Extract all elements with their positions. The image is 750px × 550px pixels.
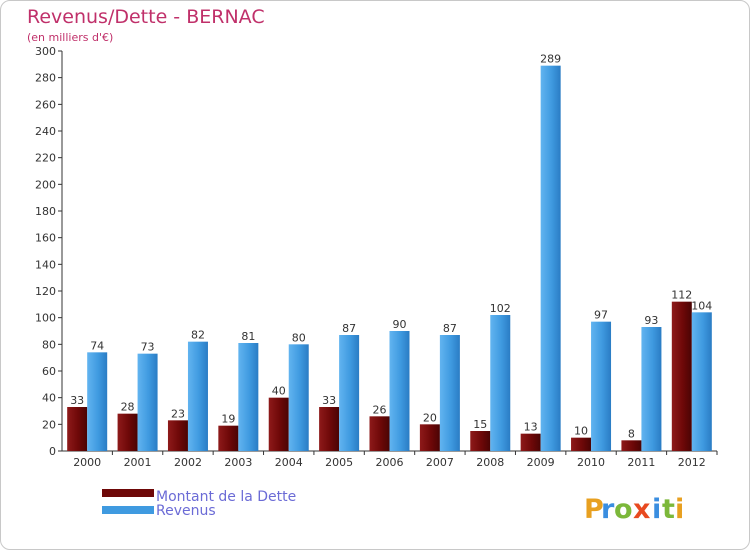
y-tick-label: 180 [35, 205, 56, 218]
data-label-dette: 23 [171, 407, 185, 420]
y-tick-label: 40 [42, 392, 56, 405]
bar-dette [419, 424, 440, 451]
data-label-revenus: 93 [644, 314, 658, 327]
data-label-dette: 19 [221, 413, 235, 426]
y-tick-label: 300 [35, 45, 56, 58]
bar-revenus [137, 353, 158, 451]
bar-revenus [591, 321, 612, 451]
data-label-dette: 20 [423, 411, 437, 424]
y-tick-label: 120 [35, 285, 56, 298]
data-label-dette: 10 [574, 425, 588, 438]
data-label-dette: 26 [373, 403, 387, 416]
legend-swatch-debt [102, 489, 154, 497]
data-label-dette: 15 [473, 418, 487, 431]
bar-revenus [439, 335, 460, 451]
y-tick-label: 140 [35, 258, 56, 271]
svg-text:i: i [652, 494, 661, 525]
x-tick-label: 2005 [325, 456, 353, 469]
data-label-dette: 8 [628, 427, 635, 440]
bar-dette [571, 437, 592, 451]
x-tick-label: 2010 [577, 456, 605, 469]
plot-area: 0204060801001201401601802002202402602803… [35, 45, 718, 469]
y-tick-label: 0 [49, 445, 56, 458]
y-tick-label: 80 [42, 338, 56, 351]
proxiti-logo: P r o x i t i [584, 494, 684, 525]
bar-revenus [288, 344, 309, 451]
bar-dette [67, 407, 88, 451]
bar-dette [520, 433, 541, 451]
y-tick-label: 60 [42, 365, 56, 378]
svg-text:P: P [584, 494, 604, 525]
data-label-revenus: 90 [393, 318, 407, 331]
bar-revenus [339, 335, 360, 451]
data-label-revenus: 81 [241, 330, 255, 343]
legend: Montant de la Dette Revenus [102, 489, 296, 519]
svg-text:x: x [633, 494, 650, 525]
bar-dette [621, 440, 642, 451]
data-label-revenus: 87 [443, 322, 457, 335]
bar-revenus [691, 312, 712, 451]
y-tick-label: 20 [42, 418, 56, 431]
x-tick-label: 2008 [476, 456, 504, 469]
x-tick-label: 2002 [174, 456, 202, 469]
svg-text:i: i [675, 494, 684, 525]
bar-dette [470, 431, 491, 451]
bar-revenus [238, 343, 259, 451]
data-label-revenus: 87 [342, 322, 356, 335]
legend-swatch-revenus [102, 506, 154, 514]
data-label-revenus: 73 [141, 341, 155, 354]
bar-dette [117, 413, 138, 451]
bar-revenus [540, 65, 561, 452]
bar-revenus [641, 327, 662, 451]
bar-revenus [187, 341, 208, 451]
chart-subtitle: (en milliers d'€) [27, 31, 113, 44]
x-tick-label: 2000 [73, 456, 101, 469]
x-tick-label: 2001 [124, 456, 152, 469]
bar-revenus [389, 331, 410, 451]
x-tick-label: 2007 [426, 456, 454, 469]
x-tick-label: 2004 [275, 456, 303, 469]
bar-dette [268, 397, 289, 451]
data-label-revenus: 82 [191, 329, 205, 342]
svg-text:r: r [601, 494, 615, 525]
bar-dette [167, 420, 188, 451]
x-tick-label: 2012 [678, 456, 706, 469]
x-tick-label: 2006 [376, 456, 404, 469]
data-label-dette: 28 [121, 401, 135, 414]
y-tick-label: 240 [35, 125, 56, 138]
y-tick-label: 220 [35, 152, 56, 165]
data-label-revenus: 104 [691, 299, 712, 312]
bar-revenus [490, 315, 511, 451]
y-tick-label: 260 [35, 98, 56, 111]
y-tick-label: 200 [35, 178, 56, 191]
data-label-revenus: 102 [490, 302, 511, 315]
data-label-revenus: 80 [292, 331, 306, 344]
data-label-dette: 33 [70, 394, 84, 407]
y-tick-label: 160 [35, 232, 56, 245]
data-label-revenus: 289 [540, 53, 561, 66]
data-label-dette: 13 [524, 421, 538, 434]
x-tick-label: 2011 [627, 456, 655, 469]
data-label-revenus: 97 [594, 309, 608, 322]
legend-label-revenus: Revenus [156, 503, 216, 519]
x-tick-label: 2003 [224, 456, 252, 469]
y-tick-label: 100 [35, 312, 56, 325]
data-label-dette: 40 [272, 385, 286, 398]
x-tick-label: 2009 [527, 456, 555, 469]
bar-dette [319, 407, 340, 451]
svg-text:t: t [662, 494, 675, 525]
bar-dette [671, 301, 692, 451]
y-tick-label: 280 [35, 72, 56, 85]
legend-label-debt: Montant de la Dette [156, 489, 296, 505]
bar-revenus [87, 352, 108, 451]
svg-text:o: o [614, 494, 633, 525]
data-label-dette: 112 [671, 289, 692, 302]
data-label-dette: 33 [322, 394, 336, 407]
bar-dette [369, 416, 390, 451]
bar-dette [218, 425, 239, 451]
data-label-revenus: 74 [90, 339, 104, 352]
chart-title: Revenus/Dette - BERNAC [27, 6, 265, 28]
